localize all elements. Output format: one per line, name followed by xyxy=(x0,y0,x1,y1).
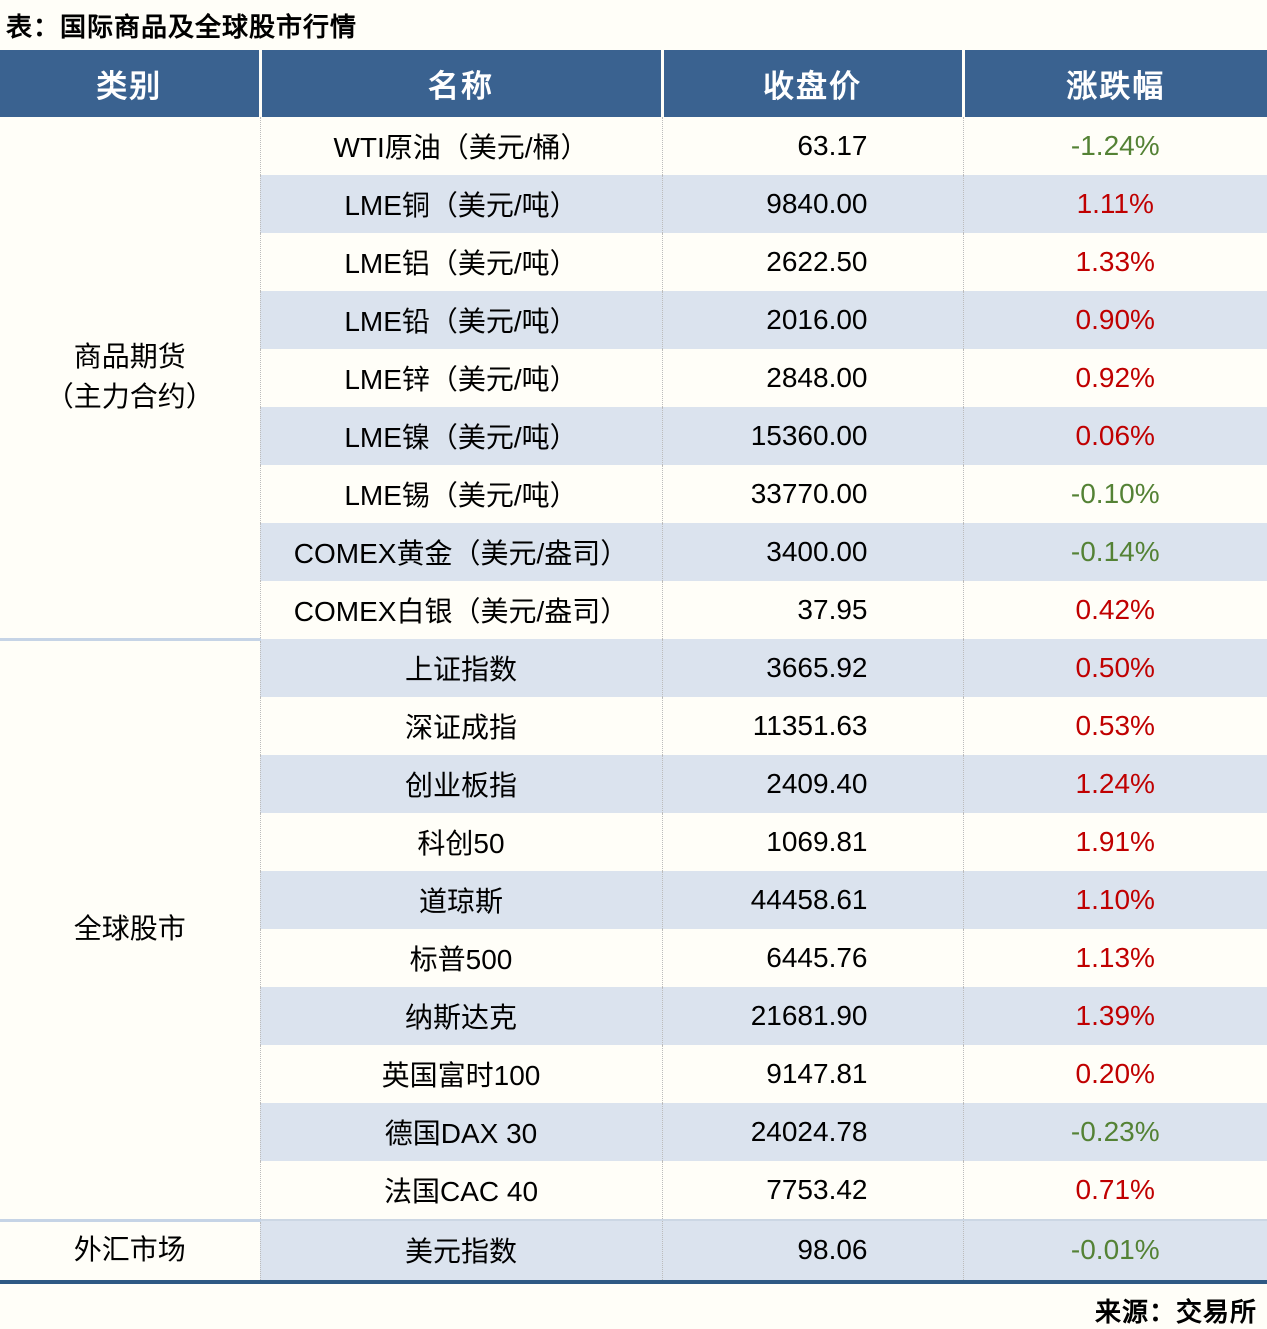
change-percent: 1.13% xyxy=(962,929,1267,987)
change-percent: 1.11% xyxy=(962,175,1267,233)
table-row: LME锡（美元/吨） 33770.00 -0.10% xyxy=(0,465,1267,523)
change-percent: 0.20% xyxy=(962,1045,1267,1103)
close-price: 33770.00 xyxy=(661,465,963,523)
category-label: 外汇市场 xyxy=(73,1234,186,1266)
market-table: 类别 名称 收盘价 涨跌幅 商品期货 （主力合约） WTI原油（美元/桶） 63.17… xyxy=(0,50,1267,1284)
table-row: COMEX白银（美元/盎司） 37.95 0.42% xyxy=(0,581,1267,639)
table-body: 商品期货 （主力合约） WTI原油（美元/桶） 63.17 -1.24% LME铜（美元/… xyxy=(0,117,1267,1284)
change-percent: 1.39% xyxy=(962,987,1267,1045)
header-close: 收盘价 xyxy=(660,50,963,117)
table-row: 科创50 1069.81 1.91% xyxy=(0,813,1267,871)
change-percent: 0.71% xyxy=(962,1161,1267,1220)
table-row: 道琼斯 44458.61 1.10% xyxy=(0,871,1267,929)
close-price: 2848.00 xyxy=(661,349,963,407)
close-price: 3400.00 xyxy=(661,523,963,581)
close-price: 9840.00 xyxy=(661,175,963,233)
header-change: 涨跌幅 xyxy=(961,50,1267,117)
instrument-name: LME镍（美元/吨） xyxy=(259,407,662,465)
category-cell: 商品期货 （主力合约） xyxy=(0,117,260,641)
table-row: LME铝（美元/吨） 2622.50 1.33% xyxy=(0,233,1267,291)
instrument-name: 美元指数 xyxy=(259,1219,662,1284)
table-row: 法国CAC 40 7753.42 0.71% xyxy=(0,1161,1267,1220)
close-price: 9147.81 xyxy=(661,1045,963,1103)
table-row: LME锌（美元/吨） 2848.00 0.92% xyxy=(0,349,1267,407)
instrument-name: 法国CAC 40 xyxy=(259,1161,662,1220)
instrument-name: WTI原油（美元/桶） xyxy=(259,117,662,175)
close-price: 2622.50 xyxy=(661,233,963,291)
table-row: LME铜（美元/吨） 9840.00 1.11% xyxy=(0,175,1267,233)
table-row: 深证成指 11351.63 0.53% xyxy=(0,697,1267,755)
instrument-name: 纳斯达克 xyxy=(259,987,662,1045)
table-row: 德国DAX 30 24024.78 -0.23% xyxy=(0,1103,1267,1161)
category-label: 商品期货 xyxy=(73,340,186,372)
instrument-name: LME锌（美元/吨） xyxy=(259,349,662,407)
close-price: 1069.81 xyxy=(661,813,963,871)
instrument-name: COMEX白银（美元/盎司） xyxy=(259,581,662,639)
header-category: 类别 xyxy=(0,50,260,117)
table-row: 全球股市 上证指数 3665.92 0.50% xyxy=(0,639,1267,1222)
table-row: LME铅（美元/吨） 2016.00 0.90% xyxy=(0,291,1267,349)
change-percent: 1.33% xyxy=(962,233,1267,291)
close-price: 2409.40 xyxy=(661,755,963,813)
instrument-name: 科创50 xyxy=(259,813,662,871)
category-cell: 全球股市 xyxy=(0,639,260,1222)
category-cell: 外汇市场 xyxy=(0,1219,260,1284)
change-percent: 0.50% xyxy=(962,639,1267,697)
category-label: （主力合约） xyxy=(45,381,214,413)
table-row: COMEX黄金（美元/盎司） 3400.00 -0.14% xyxy=(0,523,1267,581)
change-percent: -0.10% xyxy=(962,465,1267,523)
table-header: 类别 名称 收盘价 涨跌幅 xyxy=(0,50,1267,117)
table-row: 纳斯达克 21681.90 1.39% xyxy=(0,987,1267,1045)
table-row: 标普500 6445.76 1.13% xyxy=(0,929,1267,987)
header-row: 类别 名称 收盘价 涨跌幅 xyxy=(0,50,1267,117)
instrument-name: 深证成指 xyxy=(259,697,662,755)
change-percent: -0.14% xyxy=(962,523,1267,581)
table-row: 英国富时100 9147.81 0.20% xyxy=(0,1045,1267,1103)
header-name: 名称 xyxy=(258,50,662,117)
instrument-name: 德国DAX 30 xyxy=(259,1103,662,1161)
change-percent: 1.10% xyxy=(962,871,1267,929)
table-row: 商品期货 （主力合约） WTI原油（美元/桶） 63.17 -1.24% xyxy=(0,117,1267,641)
instrument-name: LME铝（美元/吨） xyxy=(259,233,662,291)
change-percent: 0.06% xyxy=(962,407,1267,465)
close-price: 11351.63 xyxy=(661,697,963,755)
page-title: 表：国际商品及全球股市行情 xyxy=(6,12,358,42)
close-price: 6445.76 xyxy=(661,929,963,987)
close-price: 63.17 xyxy=(661,117,963,175)
close-price: 98.06 xyxy=(661,1219,963,1284)
instrument-name: 英国富时100 xyxy=(259,1045,662,1103)
change-percent: 0.42% xyxy=(962,581,1267,639)
close-price: 7753.42 xyxy=(661,1161,963,1220)
close-price: 24024.78 xyxy=(661,1103,963,1161)
change-percent: 0.92% xyxy=(962,349,1267,407)
instrument-name: LME锡（美元/吨） xyxy=(259,465,662,523)
close-price: 44458.61 xyxy=(661,871,963,929)
close-price: 15360.00 xyxy=(661,407,963,465)
change-percent: 0.53% xyxy=(962,697,1267,755)
table-row: LME镍（美元/吨） 15360.00 0.06% xyxy=(0,407,1267,465)
table-row: 外汇市场 美元指数 98.06 -0.01% xyxy=(0,1219,1267,1284)
change-percent: -0.23% xyxy=(962,1103,1267,1161)
change-percent: 1.91% xyxy=(962,813,1267,871)
instrument-name: 标普500 xyxy=(259,929,662,987)
category-label: 全球股市 xyxy=(73,913,186,945)
source-note: 来源：交易所 xyxy=(1094,1296,1257,1327)
close-price: 2016.00 xyxy=(661,291,963,349)
instrument-name: LME铜（美元/吨） xyxy=(259,175,662,233)
table-row: 创业板指 2409.40 1.24% xyxy=(0,755,1267,813)
close-price: 37.95 xyxy=(661,581,963,639)
instrument-name: 上证指数 xyxy=(259,639,662,697)
instrument-name: LME铅（美元/吨） xyxy=(259,291,662,349)
change-percent: -1.24% xyxy=(962,117,1267,175)
close-price: 21681.90 xyxy=(661,987,963,1045)
change-percent: -0.01% xyxy=(962,1219,1267,1284)
change-percent: 0.90% xyxy=(962,291,1267,349)
change-percent: 1.24% xyxy=(962,755,1267,813)
instrument-name: COMEX黄金（美元/盎司） xyxy=(259,523,662,581)
instrument-name: 创业板指 xyxy=(259,755,662,813)
close-price: 3665.92 xyxy=(661,639,963,697)
instrument-name: 道琼斯 xyxy=(259,871,662,929)
